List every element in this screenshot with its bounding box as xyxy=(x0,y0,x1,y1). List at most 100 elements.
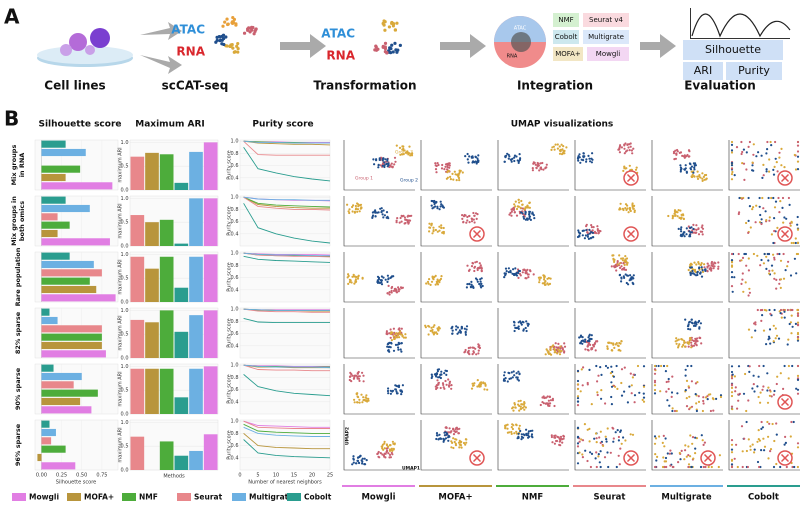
umap-dot xyxy=(468,214,471,218)
umap-dot xyxy=(476,385,479,388)
umap-dot xyxy=(612,375,616,378)
metric-label: Silhouette xyxy=(705,43,761,56)
umap-dot xyxy=(461,214,464,217)
umap-cell xyxy=(343,364,415,415)
umap-dot xyxy=(700,266,703,269)
umap-dot xyxy=(770,196,773,200)
umap-dot xyxy=(707,465,710,469)
bar xyxy=(41,213,58,221)
umap-dot xyxy=(779,278,783,281)
umap-dot xyxy=(796,338,800,341)
umap-dot xyxy=(459,331,462,334)
umap-dot xyxy=(796,333,800,336)
umap-dot xyxy=(604,435,607,438)
umap-dot xyxy=(774,140,777,144)
umap-method-label: MOFA+ xyxy=(438,493,472,503)
umap-dot xyxy=(745,409,748,413)
umap-dot xyxy=(364,396,367,399)
umap-dot xyxy=(730,143,734,146)
umap-dot xyxy=(448,162,451,165)
art-dot xyxy=(382,19,386,23)
legend-label: Mowgli xyxy=(29,493,59,502)
umap-dot xyxy=(511,376,514,379)
umap-cell xyxy=(651,308,723,359)
umap-dot xyxy=(385,162,388,166)
umap-dot xyxy=(730,386,734,389)
umap-dot xyxy=(794,237,797,240)
umap-dot xyxy=(760,218,763,221)
umap-dot xyxy=(674,340,677,343)
umap-dot xyxy=(520,323,523,326)
umap-dot xyxy=(356,401,359,404)
umap-dot xyxy=(399,348,402,351)
umap-dot xyxy=(560,143,563,146)
umap-dot xyxy=(699,322,703,325)
umap-dot xyxy=(371,214,375,217)
umap-dot xyxy=(695,343,698,346)
umap-dot xyxy=(356,459,360,462)
umap-dot xyxy=(380,207,383,210)
umap-dot xyxy=(515,207,519,211)
bar xyxy=(159,219,174,246)
umap-dot xyxy=(358,398,361,401)
umap-dot xyxy=(522,329,525,332)
x-tick-label: 0.00 xyxy=(36,473,47,479)
umap-dot xyxy=(683,345,687,348)
bar xyxy=(189,256,203,302)
umap-dot xyxy=(357,205,360,208)
umap-dot xyxy=(599,450,602,453)
umap-dot xyxy=(553,345,556,348)
umap-dot xyxy=(428,226,431,229)
umap-dot xyxy=(632,147,635,150)
umap-dot xyxy=(521,203,524,206)
bar xyxy=(41,252,70,260)
umap-dot xyxy=(520,433,523,436)
umap-dot xyxy=(452,433,456,436)
umap-dot xyxy=(424,324,427,327)
umap-dot xyxy=(473,382,476,385)
umap-dot xyxy=(474,160,477,163)
umap-dot xyxy=(544,283,547,286)
umap-dot xyxy=(771,269,774,272)
umap-dot xyxy=(513,203,516,206)
umap-dot xyxy=(553,349,557,352)
umap-dot xyxy=(709,266,712,269)
umap-dot xyxy=(553,404,556,408)
umap-cell xyxy=(574,420,646,471)
umap-dot xyxy=(655,459,658,462)
umap-dot xyxy=(470,283,473,286)
umap-dot xyxy=(346,276,349,279)
umap-dot xyxy=(506,380,509,383)
umap-axes xyxy=(497,252,569,303)
y-tick-label: 0.8 xyxy=(231,431,239,437)
method-box-label: MOFA+ xyxy=(555,50,581,58)
umap-dot xyxy=(427,324,430,328)
umap-dot xyxy=(625,281,628,285)
umap-dot xyxy=(695,228,698,231)
umap-dot xyxy=(755,155,758,158)
umap-dot xyxy=(717,265,720,268)
umap-dot xyxy=(602,444,605,447)
umap-dot xyxy=(352,455,355,458)
umap-dot xyxy=(776,170,779,173)
umap-dot xyxy=(402,336,406,339)
umap-dot xyxy=(767,259,770,262)
umap-dot xyxy=(758,205,761,208)
umap-dot xyxy=(796,144,800,147)
umap-dot xyxy=(557,342,560,345)
umap-dot xyxy=(762,207,765,210)
umap-dot xyxy=(448,385,451,388)
umap-dot xyxy=(444,165,447,168)
umap-dot xyxy=(450,446,453,449)
umap-dot xyxy=(508,213,511,216)
umap-dot xyxy=(787,364,791,368)
umap-dot xyxy=(374,215,377,218)
umap-dot xyxy=(515,430,518,433)
umap-dot xyxy=(624,167,627,170)
umap-dot xyxy=(796,323,800,326)
umap-dot xyxy=(431,207,434,210)
umap-dot xyxy=(578,235,581,238)
umap-dot xyxy=(760,258,763,262)
legend-swatch xyxy=(67,493,81,501)
umap-dot xyxy=(744,281,747,284)
